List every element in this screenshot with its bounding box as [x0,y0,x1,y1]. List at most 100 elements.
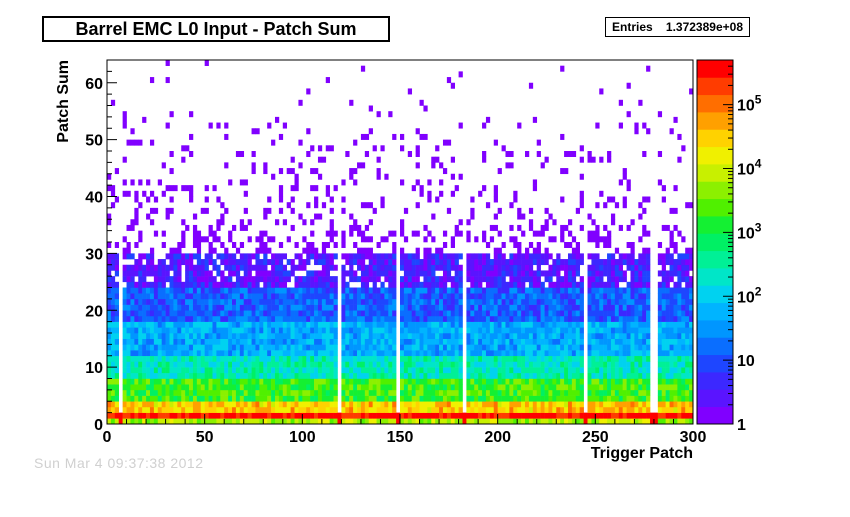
heatmap-cell [564,389,569,396]
heatmap-cell [419,304,424,311]
heatmap-cell [314,196,319,203]
heatmap-cell [528,327,534,334]
heatmap-cell [591,298,596,305]
heatmap-cell [185,304,190,311]
heatmap-cell [196,315,202,322]
heatmap-cell [333,185,338,192]
heatmap-cell [622,168,627,175]
heatmap-cell [310,406,315,413]
heatmap-cell [243,190,248,197]
heatmap-cell [368,344,373,351]
heatmap-cell [181,333,186,339]
heatmap-cell [599,338,604,345]
heatmap-cell [169,287,174,294]
heatmap-cell [243,406,248,413]
heatmap-cell [255,344,260,351]
heatmap-cell [138,281,143,288]
heatmap-cell [657,406,663,413]
heatmap-cell [114,333,120,339]
heatmap-cell [220,395,225,402]
heatmap-cell [329,293,334,300]
heatmap-cell [595,418,600,425]
heatmap-cell [482,253,487,260]
heatmap-cell [466,230,471,237]
heatmap-cell [505,384,510,391]
heatmap-cell [134,293,139,300]
heatmap-cell [360,287,366,294]
heatmap-cell [333,372,338,379]
heatmap-cell [673,304,678,311]
heatmap-cell [415,327,420,334]
heatmap-cell [466,401,471,408]
heatmap-cell [548,378,553,385]
heatmap-cell [278,344,284,351]
heatmap-cell [462,412,467,419]
heatmap-cell [235,298,241,305]
heatmap-cell [134,406,139,413]
heatmap-cell [110,389,116,396]
heatmap-cell [107,372,112,379]
heatmap-cell [235,151,241,157]
heatmap-cell [134,367,139,374]
heatmap-cell [681,270,686,277]
heatmap-cell [454,418,459,425]
heatmap-cell [638,293,643,300]
heatmap-cell [239,338,245,345]
heatmap-cell [427,344,432,351]
heatmap-cell [482,236,487,243]
heatmap-cell [329,389,334,396]
heatmap-cell [185,418,190,425]
heatmap-cell [536,350,541,357]
heatmap-cell [525,253,530,260]
x-axis-title: Trigger Patch [591,445,693,462]
heatmap-cell [661,315,666,322]
heatmap-cell [384,315,389,322]
heatmap-cell [126,190,131,197]
heatmap-cell [411,185,416,192]
heatmap-cell [622,270,627,277]
heatmap-cell [552,270,557,277]
heatmap-cell [485,315,491,322]
heatmap-cell [224,412,229,419]
heatmap-cell [439,327,444,334]
heatmap-cell [599,264,604,271]
heatmap-cell [489,236,495,243]
heatmap-cell [407,384,413,391]
heatmap-cell [646,355,651,362]
heatmap-cell [415,367,420,374]
heatmap-cell [525,327,530,334]
heatmap-cell [212,304,217,311]
heatmap-cell [470,315,475,322]
heatmap-cell [552,361,557,368]
heatmap-cell [630,247,635,254]
heatmap-cell [661,406,666,413]
heatmap-cell [282,253,288,260]
heatmap-cell [232,361,237,368]
heatmap-cell [450,367,455,374]
heatmap-cell [306,298,311,305]
heatmap-cell [564,242,569,248]
heatmap-cell [548,310,553,317]
heatmap-cell [142,350,147,357]
heatmap-cell [630,310,635,317]
heatmap-cell [329,384,334,391]
heatmap-cell [638,253,643,260]
heatmap-cell [466,219,471,226]
heatmap-cell [599,276,604,283]
heatmap-cell [509,236,514,243]
heatmap-cell [357,327,362,334]
heatmap-cell [110,253,116,260]
heatmap-cell [528,367,534,374]
heatmap-cell [146,333,151,339]
heatmap-cell [298,327,303,334]
heatmap-cell [532,321,538,328]
heatmap-cell [528,310,534,317]
heatmap-cell [442,293,448,300]
heatmap-cell [165,344,170,351]
heatmap-cell [661,367,666,374]
heatmap-cell [474,310,479,317]
heatmap-cell [556,276,561,283]
heatmap-cell [642,259,647,266]
heatmap-cell [376,333,381,339]
heatmap-cell [599,344,604,351]
